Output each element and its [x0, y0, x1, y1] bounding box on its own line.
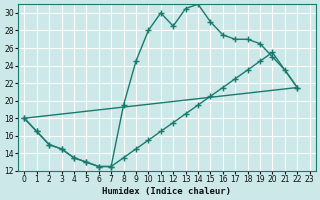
- X-axis label: Humidex (Indice chaleur): Humidex (Indice chaleur): [102, 187, 231, 196]
